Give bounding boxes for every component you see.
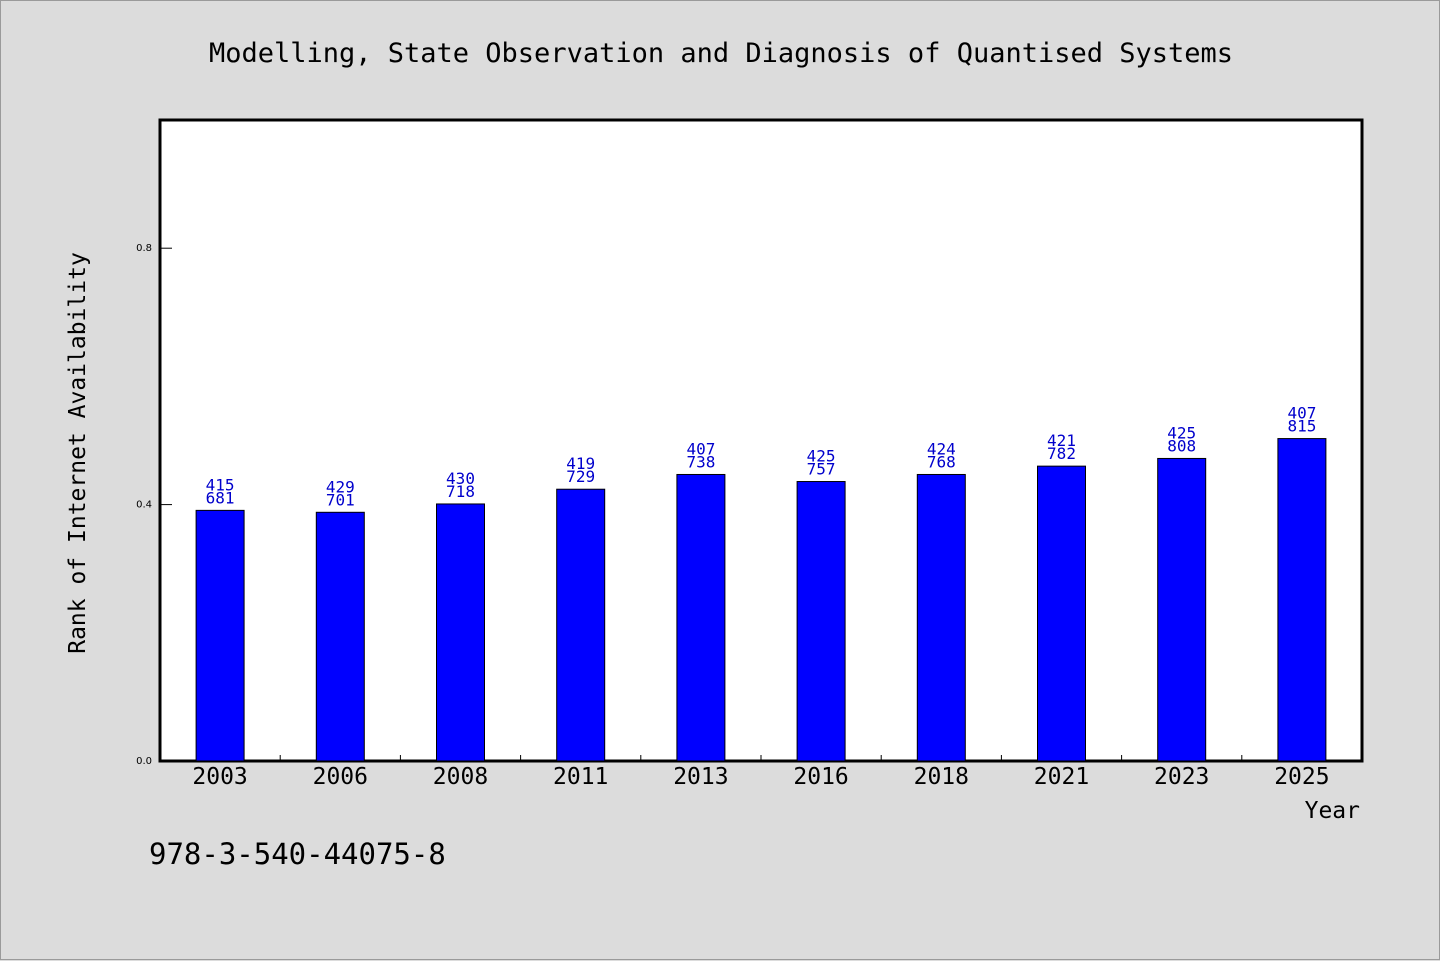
y-tick-label: 0.4 xyxy=(136,500,152,511)
bar-2006 xyxy=(315,511,365,762)
data-label-2018-bottom: 768 xyxy=(927,452,956,471)
isbn-footer: 978-3-540-44075-8 xyxy=(149,837,446,871)
data-label-2023-bottom: 808 xyxy=(1167,436,1196,455)
x-axis-label: Year xyxy=(1305,798,1360,824)
chart-title: Modelling, State Observation and Diagnos… xyxy=(209,38,1233,69)
x-tick-label-2008: 2008 xyxy=(433,764,488,790)
data-label-2008-bottom: 718 xyxy=(446,482,475,501)
data-label-2011-top: 419 xyxy=(566,454,595,473)
data-label-2023-top: 425 xyxy=(1167,423,1196,442)
data-label-2011-bottom: 729 xyxy=(566,467,595,486)
data-label-2013-bottom: 738 xyxy=(686,452,715,471)
bars-layer xyxy=(195,438,1327,762)
data-label-2013-top: 407 xyxy=(686,439,715,458)
bar-2018 xyxy=(916,473,966,762)
x-tick-label-2003: 2003 xyxy=(192,764,247,790)
bar-2003 xyxy=(195,509,245,762)
y-tick-label: 0.8 xyxy=(136,243,152,254)
data-label-2021-top: 421 xyxy=(1047,431,1076,450)
bar-2008 xyxy=(436,503,485,762)
x-axis-ticks: 2003 2006 2008 2011 2013 2016 2018 2021 2023 2025 xyxy=(192,755,1330,790)
x-tick-label-2011: 2011 xyxy=(553,764,608,790)
data-label-2006-top: 429 xyxy=(326,477,355,496)
data-label-2016-top: 425 xyxy=(807,447,836,466)
data-label-2016-bottom: 757 xyxy=(807,460,836,479)
bar-2013 xyxy=(676,473,726,762)
bar-2016 xyxy=(796,481,846,762)
y-axis-label: Rank of Internet Availability xyxy=(65,252,91,654)
x-tick-label-2023: 2023 xyxy=(1154,764,1209,790)
data-label-2003-bottom: 681 xyxy=(206,488,235,507)
bar-2021 xyxy=(1037,465,1086,762)
data-label-2025-top: 407 xyxy=(1287,404,1316,423)
x-tick-label-2021: 2021 xyxy=(1034,764,1089,790)
bar-2025 xyxy=(1277,438,1327,762)
y-axis-ticks: 0.0 0.4 0.8 xyxy=(136,243,172,767)
x-tick-label-2013: 2013 xyxy=(673,764,728,790)
x-tick-label-2025: 2025 xyxy=(1274,764,1329,790)
bar-2011 xyxy=(556,488,606,762)
y-tick-label: 0.0 xyxy=(136,756,152,767)
x-tick-label-2006: 2006 xyxy=(313,764,368,790)
data-label-2008-top: 430 xyxy=(446,469,475,488)
bar-2023 xyxy=(1157,457,1207,762)
x-tick-label-2018: 2018 xyxy=(914,764,969,790)
data-label-2003-top: 415 xyxy=(206,475,235,494)
data-label-2025-bottom: 815 xyxy=(1287,417,1316,436)
data-label-2021-bottom: 782 xyxy=(1047,444,1076,463)
x-tick-label-2016: 2016 xyxy=(793,764,848,790)
data-label-2018-top: 424 xyxy=(927,439,956,458)
data-label-2006-bottom: 701 xyxy=(326,490,355,509)
